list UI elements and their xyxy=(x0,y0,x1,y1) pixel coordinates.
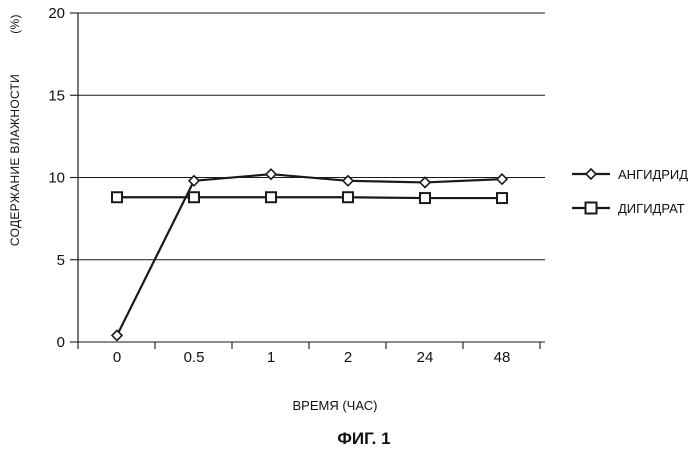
data-point-square xyxy=(266,192,276,202)
data-point-diamond xyxy=(112,330,122,340)
y-tick-labels: 0 5 10 15 20 xyxy=(48,5,65,351)
data-point-square xyxy=(112,192,122,202)
legend: АНГИДРИД ДИГИДРАТ xyxy=(572,167,688,216)
data-point-square xyxy=(343,192,353,202)
legend-label: АНГИДРИД xyxy=(618,167,688,182)
x-tick-label: 48 xyxy=(494,349,511,366)
x-tick-labels: 0 0.5 1 2 24 48 xyxy=(113,349,511,366)
series-line-2 xyxy=(117,197,502,198)
data-point-diamond xyxy=(420,177,430,187)
data-point-diamond xyxy=(497,174,507,184)
legend-marker-square xyxy=(586,203,597,214)
x-tick-label: 0.5 xyxy=(184,349,205,366)
series-group xyxy=(112,169,507,340)
y-tick-label: 10 xyxy=(48,170,65,187)
x-tick-label: 0 xyxy=(113,349,121,366)
y-tick-label: 15 xyxy=(48,87,65,104)
y-axis-label: СОДЕРЖАНИЕ ВЛАЖНОСТИ xyxy=(8,74,22,246)
x-tick-label: 24 xyxy=(417,349,434,366)
x-tick-label: 2 xyxy=(344,349,352,366)
y-tick-label: 0 xyxy=(57,334,65,351)
x-tick-label: 1 xyxy=(267,349,275,366)
data-point-square xyxy=(189,192,199,202)
y-axis-unit: (%) xyxy=(8,14,22,34)
y-tick-label: 20 xyxy=(48,5,65,22)
legend-marker-diamond xyxy=(586,169,596,179)
data-point-square xyxy=(420,193,430,203)
x-axis-label: ВРЕМЯ (ЧАС) xyxy=(293,398,378,413)
legend-label: ДИГИДРАТ xyxy=(618,201,685,216)
y-tick-label: 5 xyxy=(57,252,65,269)
data-point-square xyxy=(497,193,507,203)
figure-caption: ФИГ. 1 xyxy=(337,429,390,448)
